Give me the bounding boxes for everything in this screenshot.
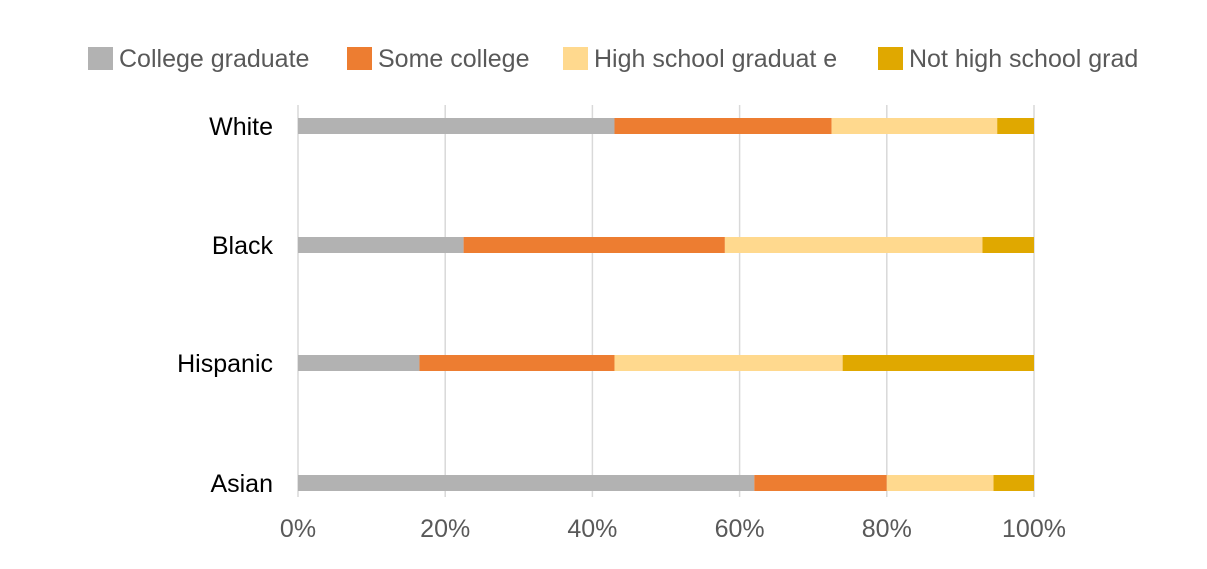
gridlines — [297, 105, 1035, 497]
legend-label: High school graduat e — [594, 45, 837, 73]
category-label: Hispanic — [177, 350, 273, 378]
x-tick-label: 0% — [280, 515, 316, 543]
bar-segment — [982, 237, 1034, 253]
bar-segment — [298, 355, 420, 371]
category-labels: White Black Hispanic Asian — [177, 113, 273, 498]
legend-swatch — [88, 47, 113, 70]
legend-swatch — [878, 47, 903, 70]
x-axis-tick-labels: 0% 20% 40% 60% 80% 100% — [280, 515, 1066, 543]
legend-label: Not high school grad — [909, 45, 1138, 73]
x-tick-label: 60% — [715, 515, 765, 543]
legend-label: College graduate — [119, 45, 309, 73]
x-tick-label: 20% — [420, 515, 470, 543]
bar-segment — [463, 237, 725, 253]
bar-segment — [724, 237, 983, 253]
category-label: Asian — [210, 470, 273, 498]
legend: College graduate Some college High school … — [88, 45, 1138, 73]
bar-segment — [298, 237, 464, 253]
bar-segment — [754, 475, 887, 491]
bar-segment — [298, 118, 615, 134]
bar-segment — [614, 118, 832, 134]
bar-segment — [614, 355, 843, 371]
legend-label: Some college — [378, 45, 529, 73]
bar-segment — [831, 118, 998, 134]
category-label: White — [209, 113, 273, 141]
legend-swatch — [563, 47, 588, 70]
bar-segment — [997, 118, 1034, 134]
bar-segment — [419, 355, 615, 371]
bar-segment — [298, 475, 755, 491]
bar-segment — [993, 475, 1034, 491]
bar-segment — [842, 355, 1034, 371]
legend-swatch — [347, 47, 372, 70]
bar-segment — [886, 475, 994, 491]
x-tick-label: 80% — [862, 515, 912, 543]
x-tick-label: 40% — [567, 515, 617, 543]
x-tick-label: 100% — [1002, 515, 1066, 543]
category-label: Black — [212, 232, 274, 260]
bars — [298, 118, 1034, 491]
